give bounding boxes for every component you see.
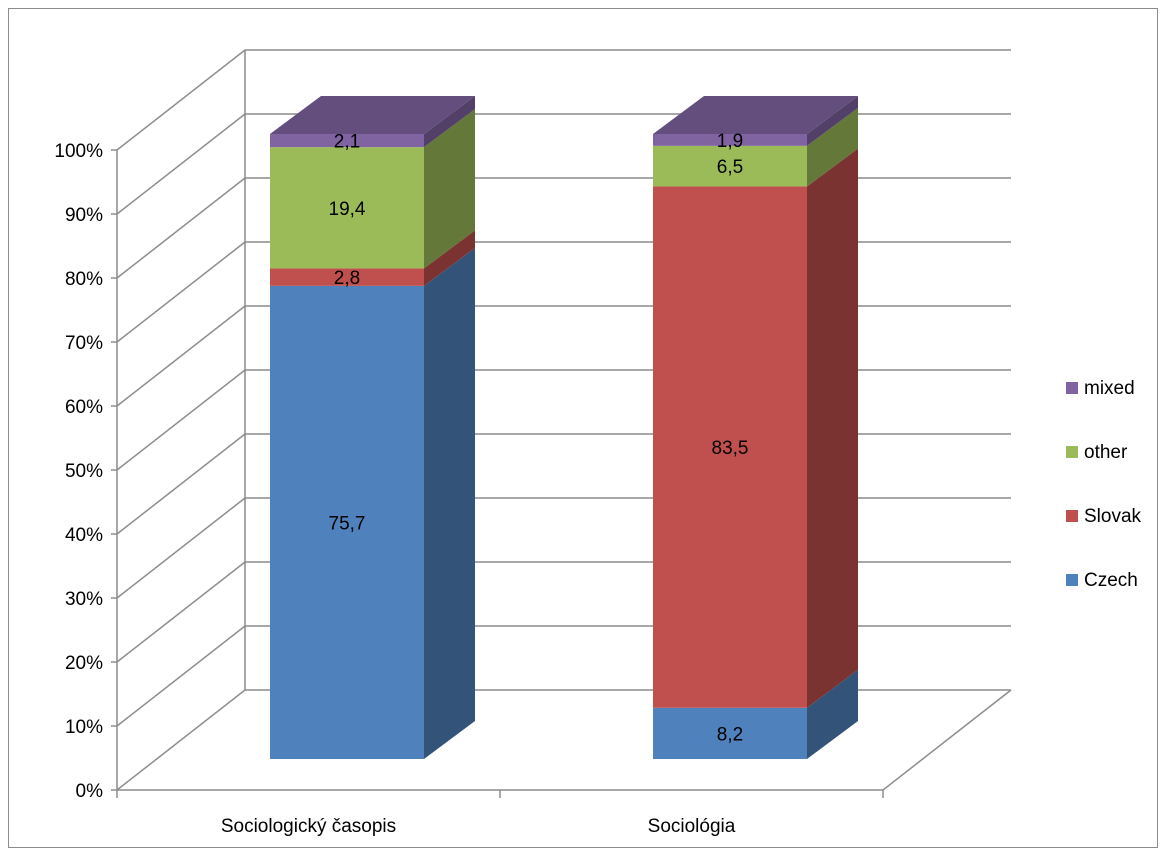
bar-side-face [424, 230, 475, 286]
legend-item-slovak: Slovak [1066, 506, 1142, 527]
axis-layer: 0% 10% 20% 30% 40% 50% 60% 70% 80% 90% 100% Sociolo… [54, 50, 1012, 837]
bar-front-face [270, 134, 424, 148]
legend-item-other: other [1066, 442, 1128, 463]
data-label: 8,2 [717, 724, 743, 745]
legend: mixed other Slovak Czech [1066, 378, 1142, 591]
gridline [116, 433, 1011, 535]
y-tick-label: 60% [65, 397, 103, 418]
bar-front-face [270, 268, 424, 286]
labels-layer: 75,7 2,8 19,4 2,1 8,2 83,5 6,5 1,9 [329, 131, 749, 745]
bar-side-face [807, 148, 858, 708]
gridline [116, 177, 1011, 279]
y-tick-label: 50% [65, 461, 103, 482]
data-label: 1,9 [717, 131, 743, 152]
bar-top-face [270, 96, 475, 134]
data-label: 83,5 [712, 438, 749, 459]
bar-side-face [807, 107, 858, 187]
y-tick-label: 40% [65, 525, 103, 546]
data-label: 75,7 [329, 513, 366, 534]
data-label: 2,8 [334, 268, 360, 289]
x-category-label: Sociológia [648, 816, 736, 837]
gridline [116, 369, 1011, 471]
legend-swatch [1066, 382, 1078, 394]
bar-side-face [807, 669, 858, 759]
y-tick-label: 20% [65, 653, 103, 674]
bar-front-face [270, 147, 424, 269]
legend-item-mixed: mixed [1066, 378, 1135, 399]
bar-segment-mixed-1 [270, 96, 475, 148]
y-tick-label: 80% [65, 269, 103, 290]
y-tick-label: 70% [65, 333, 103, 354]
y-tick-label: 0% [76, 781, 104, 802]
legend-swatch [1066, 510, 1078, 522]
y-tick-label: 10% [65, 717, 103, 738]
data-label: 2,1 [334, 132, 360, 153]
floor-edge [117, 689, 1012, 791]
bar-side-face [807, 96, 858, 146]
data-label: 6,5 [717, 157, 743, 178]
chart-frame [8, 8, 1158, 848]
gridline [116, 625, 1011, 727]
legend-swatch [1066, 574, 1078, 586]
gridline [116, 497, 1011, 599]
bar-front-face [653, 186, 807, 708]
y-tick-label: 30% [65, 589, 103, 610]
y-tick-label: 90% [65, 205, 103, 226]
legend-label: Czech [1084, 570, 1138, 591]
bar-front-face [270, 285, 424, 759]
x-category-label: Sociologický časopis [221, 816, 396, 837]
legend-label: other [1084, 442, 1128, 463]
bar-segment-slovak-1 [270, 230, 475, 286]
bar-side-face [424, 96, 475, 148]
gridline [116, 113, 1011, 215]
bars-layer [270, 96, 858, 759]
gridline [116, 241, 1011, 343]
bar-segment-czech-2 [653, 669, 858, 759]
y-tick-label: 100% [54, 141, 103, 162]
data-label: 19,4 [329, 199, 366, 220]
bar-top-face [653, 96, 858, 134]
bar-segment-mixed-2 [653, 96, 858, 146]
bar-front-face [653, 707, 807, 759]
bar-front-face [653, 145, 807, 187]
bar-front-face [653, 134, 807, 146]
bar-segment-other-2 [653, 107, 858, 187]
bar-segment-other-1 [270, 109, 475, 269]
bar-side-face [424, 247, 475, 759]
gridline [116, 561, 1011, 663]
legend-label: mixed [1084, 378, 1135, 399]
legend-item-czech: Czech [1066, 570, 1138, 591]
bar-segment-czech-1 [270, 247, 475, 759]
gridline [116, 49, 1011, 151]
gridline [116, 305, 1011, 407]
bar-side-face [424, 109, 475, 269]
gridline [116, 689, 1011, 791]
legend-swatch [1066, 446, 1078, 458]
bar-segment-slovak-2 [653, 148, 858, 708]
legend-label: Slovak [1084, 506, 1142, 527]
grid-layer [116, 49, 1011, 791]
